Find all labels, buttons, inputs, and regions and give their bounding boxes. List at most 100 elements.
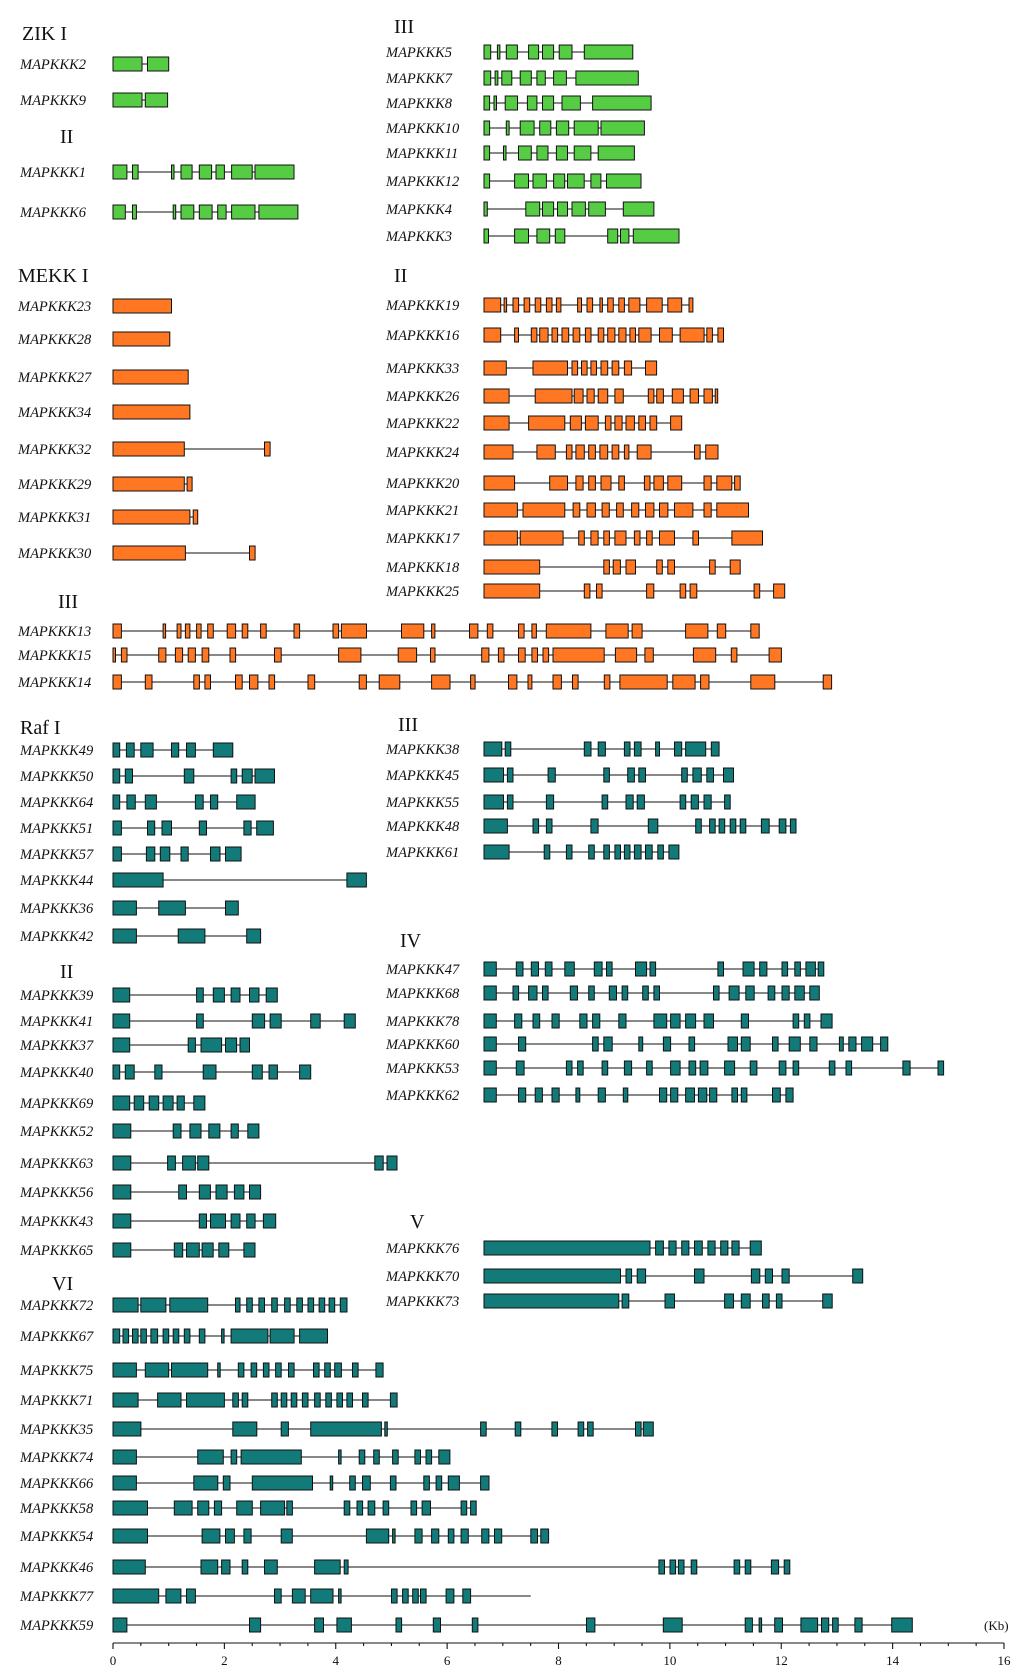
exon-block xyxy=(494,1528,503,1544)
exon-block xyxy=(286,1500,293,1516)
exon-block xyxy=(503,297,508,313)
exon-block xyxy=(412,1588,419,1604)
exon-block xyxy=(112,846,122,862)
gene-label: MAPKKK7 xyxy=(385,71,453,87)
gene-mapkkk75: MAPKKK75 xyxy=(19,1362,384,1379)
exon-block xyxy=(590,173,602,189)
exon-block xyxy=(265,987,278,1003)
group-label: V xyxy=(410,1211,425,1233)
exon-block xyxy=(645,360,658,376)
exon-block xyxy=(486,623,494,639)
exon-block xyxy=(539,327,549,343)
gene-mapkkk17: MAPKKK17 xyxy=(385,530,764,547)
exon-block xyxy=(773,583,786,599)
exon-block xyxy=(196,1013,204,1029)
exon-block xyxy=(112,742,121,758)
exon-block xyxy=(646,1060,653,1076)
exon-block xyxy=(667,475,683,491)
exon-block xyxy=(668,1240,677,1256)
exon-block xyxy=(636,1268,647,1284)
exon-block xyxy=(599,444,609,460)
gene-label: MAPKKK32 xyxy=(17,442,91,458)
exon-block xyxy=(557,201,568,217)
exon-block xyxy=(503,145,507,161)
exon-block xyxy=(518,1087,527,1103)
gene-mapkkk46: MAPKKK46 xyxy=(19,1559,791,1576)
gene-label: MAPKKK14 xyxy=(17,675,91,691)
gene-mapkkk30: MAPKKK30 xyxy=(17,545,256,562)
gene-mapkkk36: MAPKKK36 xyxy=(19,900,239,917)
exon-block xyxy=(284,1297,291,1313)
gene-label: MAPKKK76 xyxy=(385,1241,460,1257)
exon-block xyxy=(565,844,573,860)
exon-block xyxy=(328,1297,336,1313)
exon-block xyxy=(699,1060,709,1076)
exon-block xyxy=(646,297,663,313)
gene-mapkkk47: MAPKKK47 xyxy=(385,961,825,978)
exon-block xyxy=(803,1013,811,1029)
exon-block xyxy=(362,1392,369,1408)
exon-block xyxy=(221,1328,225,1344)
exon-block xyxy=(679,794,687,810)
exon-block xyxy=(112,1449,137,1465)
exon-block xyxy=(112,545,186,561)
exon-block xyxy=(572,327,581,343)
exon-block xyxy=(324,1362,331,1378)
exon-block xyxy=(483,961,497,977)
exon-block xyxy=(260,1500,286,1516)
exon-block xyxy=(268,674,276,690)
exon-block xyxy=(218,1242,230,1258)
exon-block xyxy=(246,1213,256,1229)
gene-label: MAPKKK31 xyxy=(17,510,91,526)
exon-block xyxy=(618,1013,627,1029)
exon-block xyxy=(601,1060,609,1076)
gene-mapkkk54: MAPKKK54 xyxy=(19,1528,550,1545)
exon-block xyxy=(221,1559,231,1575)
exon-block xyxy=(171,1362,209,1378)
exon-block xyxy=(124,768,134,784)
gene-label: MAPKKK56 xyxy=(19,1185,94,1201)
exon-block xyxy=(483,228,489,244)
exon-block xyxy=(392,1528,396,1544)
gene-mapkkk10: MAPKKK10 xyxy=(385,120,645,137)
axis-tick-label: 14 xyxy=(886,1653,900,1668)
gene-label: MAPKKK59 xyxy=(19,1618,94,1634)
exon-block xyxy=(531,647,539,663)
gene-mapkkk68: MAPKKK68 xyxy=(385,985,820,1002)
exon-block xyxy=(158,647,167,663)
exon-block xyxy=(565,1060,573,1076)
gene-label: MAPKKK71 xyxy=(19,1393,93,1409)
exon-block xyxy=(606,961,613,977)
exon-block xyxy=(208,1123,221,1139)
exon-block xyxy=(112,1392,139,1408)
exon-block xyxy=(483,327,502,343)
exon-block xyxy=(314,1617,325,1633)
exon-block xyxy=(709,559,716,575)
exon-block xyxy=(703,502,712,518)
gene-mapkkk57: MAPKKK57 xyxy=(19,846,242,863)
exon-block xyxy=(781,1268,790,1284)
exon-block xyxy=(518,623,525,639)
exon-block xyxy=(703,475,712,491)
exon-block xyxy=(572,502,581,518)
exon-block xyxy=(573,145,592,161)
exon-block xyxy=(611,444,620,460)
exon-block xyxy=(588,201,606,217)
exon-block xyxy=(685,1087,695,1103)
exon-block xyxy=(620,228,630,244)
exon-block xyxy=(356,1500,364,1516)
exon-block xyxy=(937,1060,945,1076)
exon-block xyxy=(638,415,646,431)
exon-block xyxy=(572,674,579,690)
exon-block xyxy=(750,1268,761,1284)
gene-mapkkk11: MAPKKK11 xyxy=(385,145,635,162)
exon-block xyxy=(483,1036,497,1052)
group-label: III xyxy=(398,714,418,736)
gene-mapkkk66: MAPKKK66 xyxy=(19,1475,490,1492)
gene-label: MAPKKK40 xyxy=(19,1065,94,1081)
exon-block xyxy=(685,623,709,639)
gene-label: MAPKKK2 xyxy=(19,57,86,73)
exon-block xyxy=(716,475,733,491)
exon-block xyxy=(623,360,633,376)
gene-label: MAPKKK26 xyxy=(385,389,460,405)
